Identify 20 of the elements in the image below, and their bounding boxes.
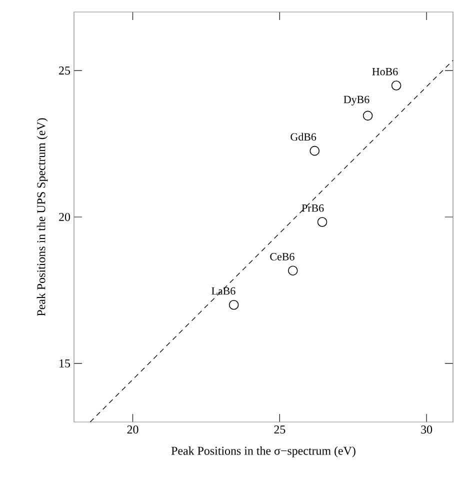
y-axis-title: Peak Positions in the UPS Spectrum (eV) <box>36 118 48 316</box>
point <box>317 217 328 227</box>
point <box>310 146 320 156</box>
annotation: PrB6 <box>302 204 324 212</box>
y-tick-label: 15 <box>60 359 70 368</box>
annotation: HoB6 <box>372 68 398 76</box>
annotation: GdB6 <box>290 132 316 141</box>
annotation: LaB6 <box>212 287 236 295</box>
point <box>288 266 298 276</box>
point <box>362 110 373 121</box>
point <box>391 80 402 90</box>
annotation: DyB6 <box>344 96 370 106</box>
x-tick-label: 30 <box>421 426 432 434</box>
annotation: CeB6 <box>270 253 294 260</box>
point <box>228 300 239 310</box>
y-tick-label: 25 <box>59 66 70 75</box>
y-tick-label: 20 <box>59 212 70 222</box>
x-tick-label: 20 <box>127 426 138 434</box>
x-tick-label: 25 <box>274 426 286 434</box>
x-axis-title: Peak Positions in the σ−spectrum (eV) <box>171 446 356 458</box>
